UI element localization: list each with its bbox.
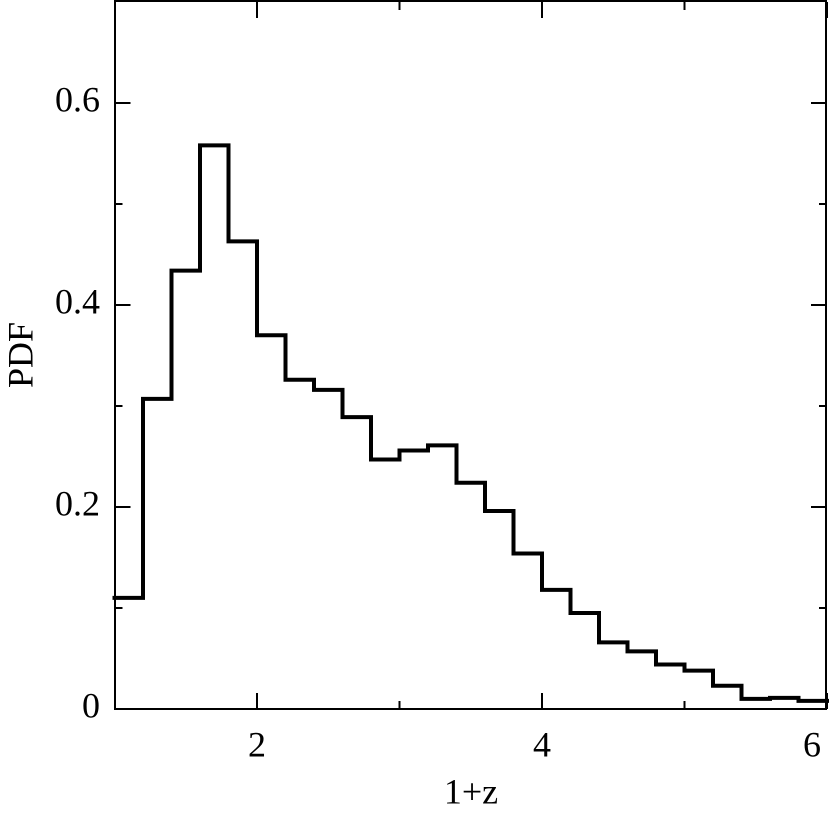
- y-axis-title: PDF: [0, 322, 40, 388]
- plot-frame: [114, 0, 827, 710]
- x-axis-title: 1+z: [444, 771, 498, 811]
- x-tick-label: 4: [533, 724, 551, 764]
- y-tick-label: 0.4: [55, 281, 100, 321]
- y-tick-label: 0.2: [55, 483, 100, 523]
- y-tick-label: 0: [82, 685, 100, 725]
- y-tick-label: 0.6: [55, 79, 100, 119]
- x-tick-label: 6: [803, 724, 821, 764]
- x-tick-label: 2: [248, 724, 266, 764]
